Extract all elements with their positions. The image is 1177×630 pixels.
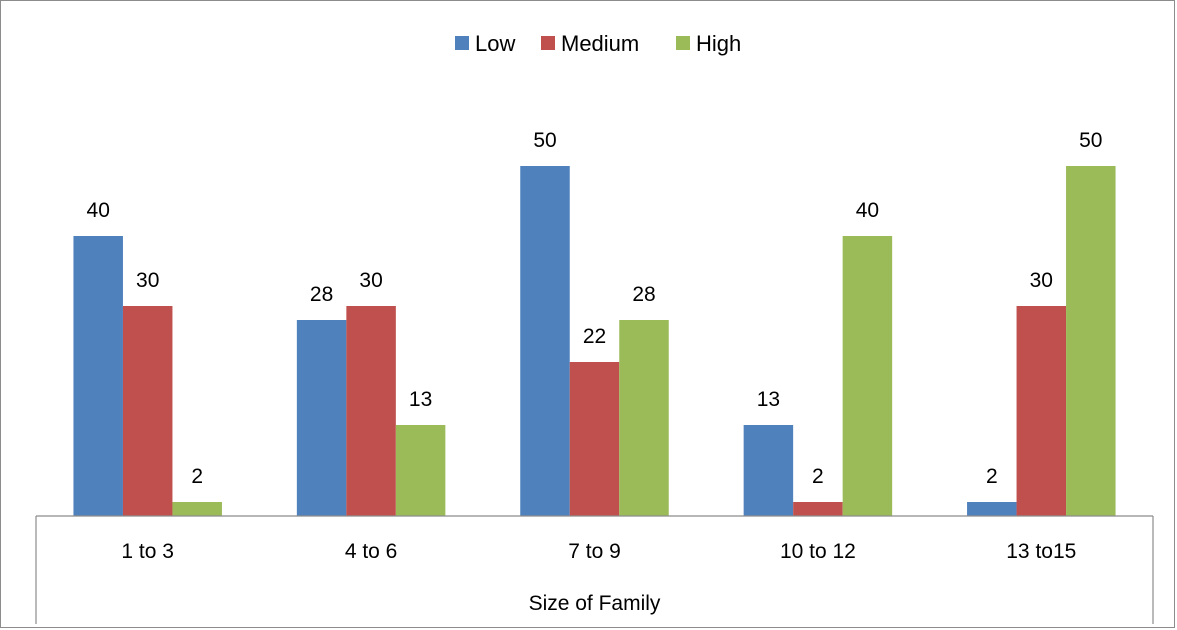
- bars: [73, 166, 1116, 516]
- data-label-high-4-to-6: 13: [409, 388, 432, 411]
- data-label-low-1-to-3: 40: [87, 199, 110, 222]
- data-label-low-13-to15: 2: [986, 465, 998, 488]
- data-label-high-13-to15: 50: [1079, 129, 1102, 152]
- legend-label-low: Low: [475, 31, 515, 56]
- bar-medium-10-to-12: [793, 502, 843, 516]
- x-axis: 1 to 3 4 to 6 7 to 9 10 to 12 13 to15: [35, 515, 1154, 624]
- data-label-low-10-to-12: 13: [757, 388, 780, 411]
- data-label-low-4-to-6: 28: [310, 283, 333, 306]
- data-label-high-7-to-9: 28: [632, 283, 655, 306]
- bar-high-1-to-3: [172, 502, 222, 516]
- bar-high-13-to15: [1066, 166, 1116, 516]
- bar-medium-7-to-9: [569, 362, 620, 516]
- legend-label-medium: Medium: [561, 31, 639, 56]
- x-axis-title: Size of Family: [529, 592, 661, 615]
- legend-label-high: High: [696, 31, 741, 56]
- x-tick-label-10-to-12: 10 to 12: [780, 540, 856, 563]
- bar-low-7-to-9: [520, 166, 570, 516]
- legend-swatch-medium: [541, 36, 555, 50]
- data-label-medium-1-to-3: 30: [136, 269, 159, 292]
- bar-low-10-to-12: [743, 425, 794, 516]
- x-tick-label-7-to-9: 7 to 9: [568, 540, 621, 563]
- legend-swatch-high: [676, 36, 690, 50]
- data-label-medium-13-to15: 30: [1030, 269, 1053, 292]
- data-label-low-7-to-9: 50: [533, 129, 556, 152]
- bar-high-7-to-9: [619, 320, 669, 516]
- bar-medium-13-to15: [1016, 306, 1067, 516]
- x-tick-label-4-to-6: 4 to 6: [345, 540, 398, 563]
- bar-low-1-to-3: [73, 236, 123, 516]
- legend: Low Medium High: [455, 31, 741, 56]
- data-label-high-10-to-12: 40: [856, 199, 879, 222]
- data-label-medium-4-to-6: 30: [359, 269, 382, 292]
- x-tick-label-13-to15: 13 to15: [1006, 540, 1076, 563]
- data-label-high-1-to-3: 2: [191, 465, 203, 488]
- bar-medium-1-to-3: [122, 306, 173, 516]
- bar-medium-4-to-6: [346, 306, 396, 516]
- data-label-medium-7-to-9: 22: [583, 325, 606, 348]
- data-label-medium-10-to-12: 2: [812, 465, 824, 488]
- bar-high-4-to-6: [395, 425, 446, 516]
- data-labels: 40 30 2 28 30 13 50 22 28 13 2 40 2 30 50: [87, 129, 1103, 488]
- legend-swatch-low: [455, 36, 469, 50]
- bar-low-4-to-6: [296, 320, 347, 516]
- bar-high-10-to-12: [842, 236, 893, 516]
- x-tick-label-1-to-3: 1 to 3: [121, 540, 174, 563]
- bar-low-13-to15: [967, 502, 1017, 516]
